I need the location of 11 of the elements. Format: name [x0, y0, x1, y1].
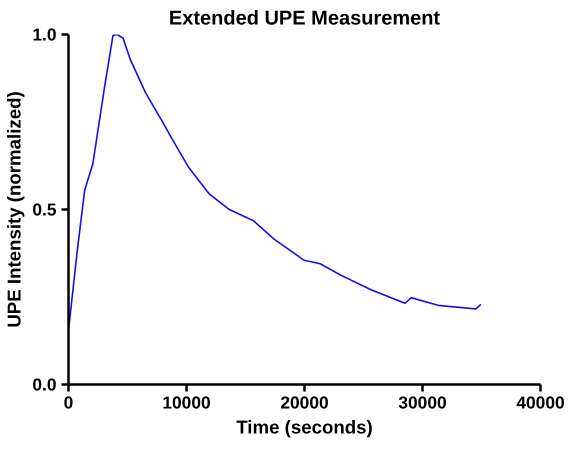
y-tick-label: 0.5: [32, 200, 57, 220]
x-tick-label: 10000: [162, 392, 211, 412]
y-axis-title: UPE Intensity (normalized): [3, 91, 24, 328]
y-tick-label: 0.0: [32, 374, 57, 394]
y-tick-label: 1.0: [32, 24, 57, 44]
x-tick-label: 20000: [280, 392, 329, 412]
x-axis-title: Time (seconds): [236, 416, 373, 438]
x-tick-label: 40000: [516, 392, 565, 412]
chart-title: Extended UPE Measurement: [168, 8, 440, 30]
x-tick-label: 0: [64, 392, 74, 412]
x-tick-label: 30000: [398, 392, 447, 412]
